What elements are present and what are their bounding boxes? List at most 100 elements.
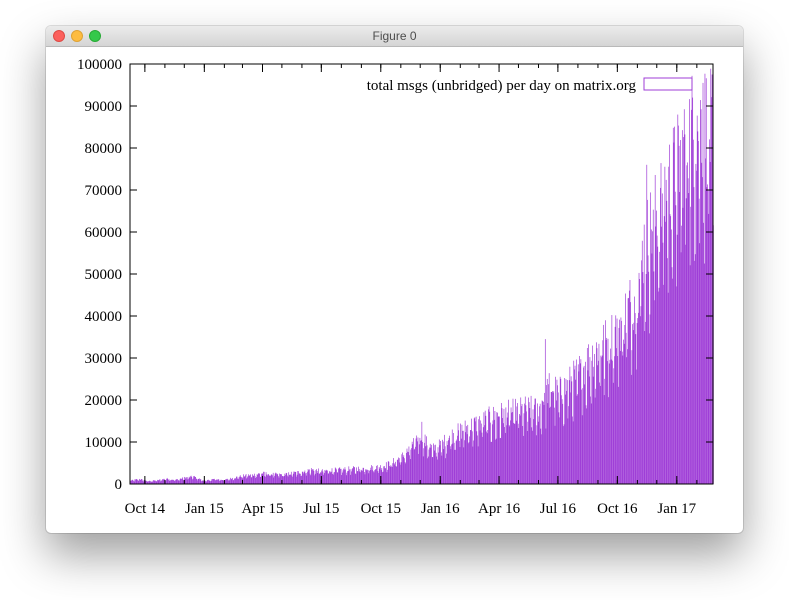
bar-day [391,466,393,484]
bar-day [515,398,516,484]
bar-day [358,469,360,484]
bar-day [254,473,255,484]
bar-day [532,409,534,484]
bar-day [616,348,617,484]
bar-day [290,471,292,484]
close-button[interactable] [53,30,65,42]
bar-day [586,348,588,484]
bar-day [162,479,164,484]
bar-day [437,447,439,484]
bar-day [265,476,266,484]
bar-day [201,481,202,484]
bar-day [694,254,696,484]
bar-day [288,472,290,484]
minimize-button[interactable] [71,30,83,42]
bar-day [393,462,395,484]
y-tick-label: 60000 [85,225,123,241]
bar-day [152,480,154,484]
bar-day [681,225,683,484]
bar-day [190,476,191,484]
bar-day [549,407,551,484]
bar-day [226,478,228,484]
bar-day [388,461,390,484]
bar-day [263,471,264,484]
bar-day [494,410,496,484]
bar-day [596,342,597,484]
bar-day [168,479,170,484]
bar-day [510,420,511,484]
bar-day [379,468,381,484]
bar-day [533,419,535,484]
bar-day [477,446,479,484]
bar-day [535,435,537,484]
bar-day [476,431,478,484]
bar-day [579,363,581,484]
bar-day [350,474,352,484]
bar-day [392,463,394,484]
bar-day [705,158,706,484]
bar-day [641,260,642,484]
bar-day [310,468,312,484]
bar-day [408,446,410,484]
bar-day [320,472,321,484]
bar-day [493,406,494,484]
legend-swatch [643,77,693,91]
bar-day [672,127,674,485]
bar-day [621,351,623,484]
bar-day [234,478,236,484]
bar-day [197,478,199,484]
bar-day [509,426,511,484]
bar-day [636,323,638,484]
bar-day [179,478,181,484]
bar-day [516,406,518,484]
bar-day [339,467,341,484]
bar-day [575,359,577,484]
bar-day [488,409,489,484]
bar-day [267,474,269,484]
zoom-button[interactable] [89,30,101,42]
title-bar[interactable]: Figure 0 [46,26,743,47]
bar-day [261,473,262,484]
bar-day [161,480,162,484]
bar-day [443,449,445,484]
bar-day [380,465,381,484]
bar-day [588,344,589,484]
bar-day [175,479,177,484]
bar-day [305,475,307,484]
bar-day [438,452,439,484]
bar-day [362,467,364,484]
bar-day [342,470,344,484]
bar-day [381,468,383,484]
bar-day [435,452,437,484]
bar-day [188,478,189,484]
bar-day [234,478,235,484]
bar-day [564,394,566,484]
bar-day [475,416,477,484]
bar-day [316,469,317,484]
bar-day [173,480,175,484]
bar-day [691,109,692,485]
bar-day [643,283,644,484]
bar-day [613,368,615,484]
bar-day [245,474,247,484]
bar-day [561,395,562,484]
bar-day [333,472,335,484]
bar-day [592,376,594,484]
bar-day [378,467,380,484]
bar-day [699,243,701,484]
bar-day [597,365,598,484]
bar-day [366,470,368,484]
bar-day [676,234,678,484]
bar-day [246,477,248,484]
bar-day [425,446,427,484]
bar-day [548,373,550,484]
bar-day [194,476,196,484]
bar-day [183,480,184,484]
bar-day [449,446,451,484]
bar-day [422,456,424,484]
bar-day [172,479,174,484]
bar-day [139,478,140,484]
bar-day [471,431,473,484]
x-tick-label: Jul 16 [540,501,577,517]
bar-day [562,403,564,484]
